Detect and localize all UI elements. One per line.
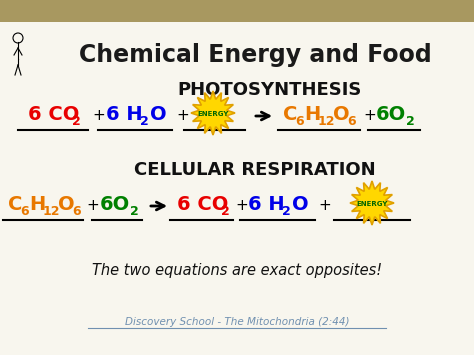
Text: 2: 2 [282, 205, 291, 218]
Text: +: + [92, 108, 105, 123]
Text: ENERGY: ENERGY [356, 201, 388, 207]
Text: 2: 2 [140, 115, 149, 128]
Text: 6: 6 [72, 205, 81, 218]
Text: 2: 2 [130, 205, 139, 218]
Text: O: O [292, 195, 309, 214]
Text: +: + [86, 198, 99, 213]
Text: CELLULAR RESPIRATION: CELLULAR RESPIRATION [134, 161, 376, 179]
Text: 2: 2 [406, 115, 415, 128]
Text: 6: 6 [20, 205, 28, 218]
Text: 6O: 6O [376, 105, 406, 124]
Text: Chemical Energy and Food: Chemical Energy and Food [79, 43, 431, 67]
Text: .: . [17, 55, 19, 60]
Text: C: C [283, 105, 297, 124]
Text: 12: 12 [43, 205, 61, 218]
Text: 6O: 6O [100, 195, 130, 214]
Text: +: + [318, 198, 331, 213]
Text: 6: 6 [347, 115, 356, 128]
Text: 12: 12 [318, 115, 336, 128]
Text: Discovery School - The Mitochondria (2:44): Discovery School - The Mitochondria (2:4… [125, 317, 349, 327]
Text: 6: 6 [295, 115, 304, 128]
Text: The two equations are exact opposites!: The two equations are exact opposites! [92, 262, 382, 278]
Text: +: + [235, 198, 248, 213]
Text: 2: 2 [72, 115, 81, 128]
Text: PHOTOSYNTHESIS: PHOTOSYNTHESIS [178, 81, 362, 99]
Text: C: C [8, 195, 22, 214]
Text: 6 CO: 6 CO [177, 195, 228, 214]
Text: O: O [150, 105, 167, 124]
Text: O: O [333, 105, 350, 124]
Bar [0, 0, 474, 22]
Text: +: + [176, 108, 189, 123]
Text: 2: 2 [221, 205, 230, 218]
Text: +: + [363, 108, 376, 123]
Text: H: H [29, 195, 45, 214]
Text: H: H [304, 105, 320, 124]
Text: 6 H: 6 H [248, 195, 284, 214]
Text: ENERGY: ENERGY [197, 111, 228, 117]
Polygon shape [191, 91, 235, 135]
Text: 6 CO: 6 CO [28, 105, 79, 124]
Text: 6 H: 6 H [106, 105, 143, 124]
Polygon shape [350, 181, 394, 225]
Text: O: O [58, 195, 74, 214]
